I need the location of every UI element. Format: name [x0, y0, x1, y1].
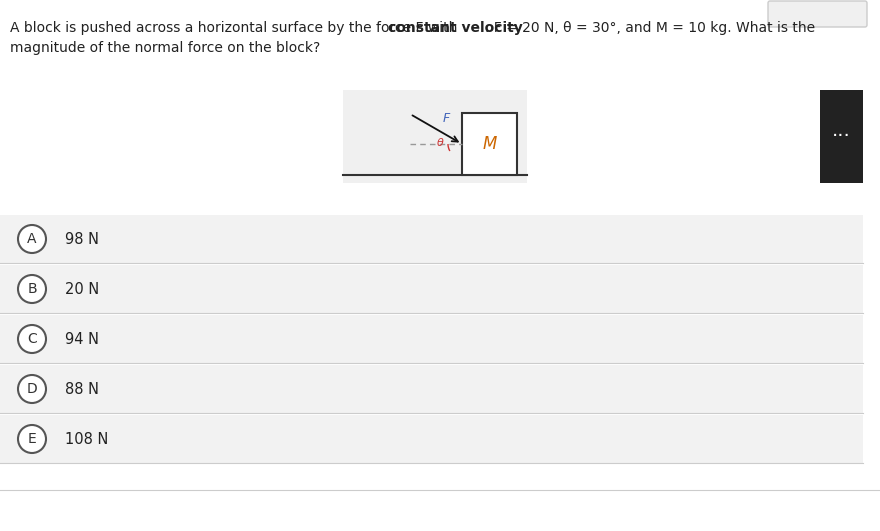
Text: B: B: [27, 282, 37, 296]
Bar: [820, 90, 863, 183]
Circle shape: [18, 275, 46, 303]
Text: A: A: [27, 232, 37, 246]
Text: constant velocity: constant velocity: [387, 21, 522, 35]
Bar: [0, 415, 863, 463]
Bar: [462, 113, 517, 175]
Bar: [0, 365, 863, 413]
Text: D: D: [26, 382, 37, 396]
Text: 108 N: 108 N: [65, 432, 108, 447]
Text: 98 N: 98 N: [65, 232, 99, 246]
Text: C: C: [27, 332, 37, 346]
Circle shape: [18, 375, 46, 403]
Circle shape: [18, 225, 46, 253]
Text: 20 N: 20 N: [65, 281, 99, 296]
Text: θ: θ: [436, 138, 444, 148]
Circle shape: [18, 325, 46, 353]
Circle shape: [18, 425, 46, 453]
Bar: [0, 315, 863, 363]
Text: ···: ···: [832, 127, 851, 146]
Text: F: F: [443, 112, 450, 124]
Text: 94 N: 94 N: [65, 331, 99, 347]
Bar: [343, 90, 527, 183]
Text: 88 N: 88 N: [65, 381, 99, 397]
Text: magnitude of the normal force on the block?: magnitude of the normal force on the blo…: [10, 41, 320, 55]
Text: . F = 20 N, θ = 30°, and M = 10 kg. What is the: . F = 20 N, θ = 30°, and M = 10 kg. What…: [485, 21, 815, 35]
Text: M: M: [482, 135, 496, 153]
Text: E: E: [27, 432, 36, 446]
FancyBboxPatch shape: [768, 1, 867, 27]
Bar: [0, 215, 863, 263]
Text: A block is pushed across a horizontal surface by the force F with: A block is pushed across a horizontal su…: [10, 21, 462, 35]
Bar: [0, 265, 863, 313]
